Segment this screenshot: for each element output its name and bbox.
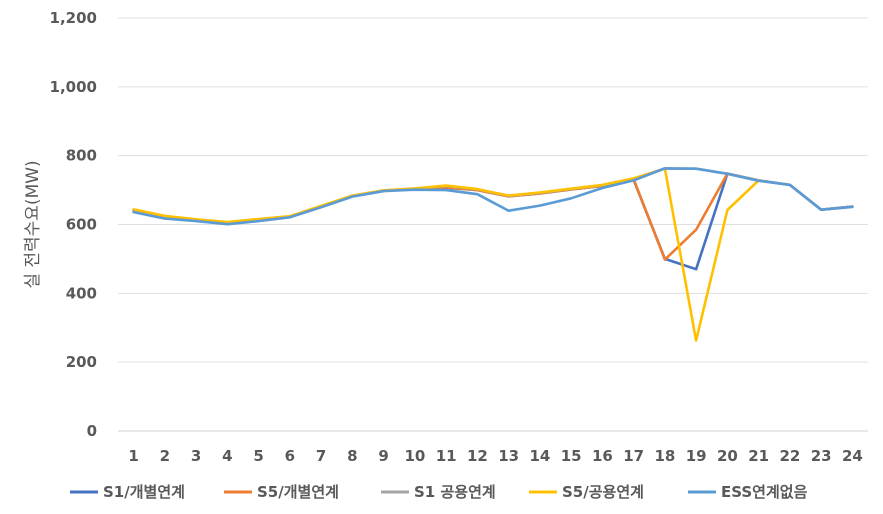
x-tick-label: 4: [222, 447, 232, 465]
y-axis: 0 200 400 600 800 1,000 1,200: [50, 9, 97, 440]
x-tick-label: 22: [779, 447, 800, 465]
x-tick-label: 1: [128, 447, 138, 465]
series-lines: [132, 167, 854, 342]
x-tick-label: 8: [347, 447, 357, 465]
y-tick-label: 600: [66, 216, 97, 234]
x-tick-label: 2: [160, 447, 170, 465]
x-tick-label: 7: [316, 447, 326, 465]
x-axis: 1 2 3 4 5 6 7 8 9 10 11 12 13 14 15 16 17 18 19 20 21 22 23 24: [128, 447, 862, 465]
y-tick-label: 1,000: [50, 78, 97, 96]
legend-label: ESS연계없음: [721, 483, 808, 501]
x-tick-label: 17: [623, 447, 644, 465]
y-tick-label: 200: [66, 353, 97, 371]
x-tick-label: 23: [811, 447, 832, 465]
series-line-5: [132, 167, 854, 226]
x-tick-label: 13: [498, 447, 519, 465]
x-tick-label: 15: [561, 447, 582, 465]
x-tick-label: 5: [253, 447, 263, 465]
legend-label: S5/공용연계: [562, 483, 644, 501]
legend-label: S1/개별연계: [103, 483, 185, 501]
y-tick-label: 400: [66, 284, 97, 302]
series-line-2: [132, 172, 854, 261]
x-tick-label: 12: [467, 447, 488, 465]
legend: S1/개별연계 S5/개별연계 S1 공용연계 S5/공용연계 ESS연계없음: [70, 483, 808, 501]
x-tick-label: 14: [529, 447, 550, 465]
x-tick-label: 18: [654, 447, 675, 465]
y-tick-label: 1,200: [50, 9, 97, 27]
y-axis-title: 실 전력수요(MW): [23, 160, 43, 288]
x-tick-label: 20: [717, 447, 738, 465]
x-tick-label: 24: [842, 447, 863, 465]
x-tick-label: 19: [686, 447, 707, 465]
y-tick-label: 800: [66, 147, 97, 165]
series-line-4: [132, 167, 760, 342]
legend-label: S1 공용연계: [414, 483, 496, 501]
x-tick-label: 16: [592, 447, 613, 465]
gridlines: [118, 17, 868, 432]
x-tick-label: 3: [191, 447, 201, 465]
x-tick-label: 11: [436, 447, 457, 465]
x-tick-label: 9: [378, 447, 388, 465]
legend-label: S5/개별연계: [257, 483, 339, 501]
x-tick-label: 21: [748, 447, 769, 465]
x-tick-label: 6: [285, 447, 295, 465]
y-tick-label: 0: [87, 422, 97, 440]
x-tick-label: 10: [404, 447, 425, 465]
